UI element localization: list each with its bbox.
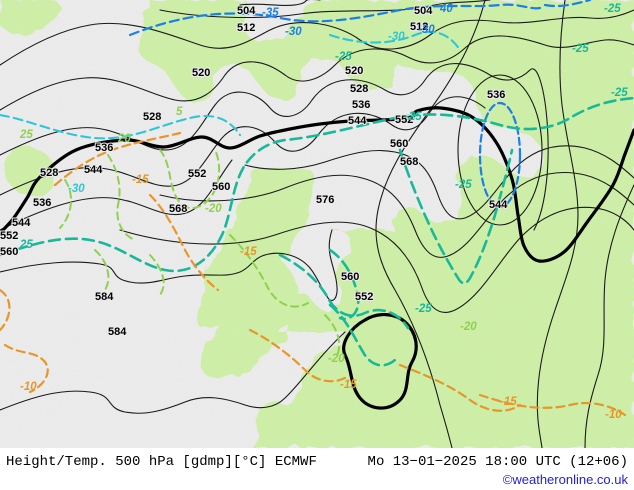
svg-text:-35: -35 <box>262 7 279 19</box>
svg-text:552: 552 <box>355 291 373 303</box>
svg-text:-10: -10 <box>605 409 622 421</box>
svg-text:528: 528 <box>143 111 161 123</box>
svg-text:5: 5 <box>176 106 183 118</box>
svg-text:-15: -15 <box>240 246 257 258</box>
svg-text:-20: -20 <box>328 353 345 365</box>
svg-text:584: 584 <box>108 326 127 338</box>
svg-text:544: 544 <box>489 199 508 211</box>
svg-text:-10: -10 <box>20 381 37 393</box>
svg-text:544: 544 <box>12 217 31 229</box>
svg-text:584: 584 <box>95 291 114 303</box>
svg-text:-25: -25 <box>415 303 432 315</box>
svg-text:-25: -25 <box>604 3 621 15</box>
svg-text:536: 536 <box>352 99 370 111</box>
svg-text:-15: -15 <box>500 396 517 408</box>
svg-text:-25: -25 <box>405 111 422 123</box>
svg-text:536: 536 <box>33 197 51 209</box>
svg-text:-25: -25 <box>455 179 472 191</box>
svg-text:-30: -30 <box>388 31 405 43</box>
svg-text:528: 528 <box>40 167 58 179</box>
svg-text:-25: -25 <box>335 51 352 63</box>
svg-text:-15: -15 <box>132 174 149 186</box>
svg-text:504: 504 <box>237 5 256 17</box>
svg-text:568: 568 <box>400 156 418 168</box>
svg-text:544: 544 <box>84 164 103 176</box>
svg-text:520: 520 <box>345 65 363 77</box>
svg-text:560: 560 <box>0 246 18 258</box>
svg-text:568: 568 <box>169 203 187 215</box>
svg-text:552: 552 <box>0 230 18 242</box>
svg-text:25: 25 <box>19 239 33 251</box>
svg-text:-30: -30 <box>285 26 302 38</box>
svg-text:504: 504 <box>414 5 433 17</box>
svg-text:560: 560 <box>341 271 359 283</box>
svg-text:-20: -20 <box>205 203 222 215</box>
svg-text:-30: -30 <box>68 183 85 195</box>
svg-text:-20: -20 <box>460 321 477 333</box>
svg-text:560: 560 <box>390 138 408 150</box>
svg-text:20: 20 <box>117 133 131 145</box>
svg-text:40: 40 <box>439 3 453 15</box>
svg-text:-30: -30 <box>418 24 435 36</box>
svg-text:-25: -25 <box>572 43 589 55</box>
svg-text:552: 552 <box>188 168 206 180</box>
svg-text:25: 25 <box>19 129 33 141</box>
svg-text:520: 520 <box>192 67 210 79</box>
svg-text:544: 544 <box>348 115 367 127</box>
svg-text:560: 560 <box>212 181 230 193</box>
svg-text:-15: -15 <box>340 379 357 391</box>
svg-text:536: 536 <box>487 89 505 101</box>
svg-text:528: 528 <box>350 83 368 95</box>
svg-text:-25: -25 <box>611 87 628 99</box>
svg-text:576: 576 <box>316 194 334 206</box>
svg-text:536: 536 <box>95 142 113 154</box>
svg-text:512: 512 <box>237 22 255 34</box>
